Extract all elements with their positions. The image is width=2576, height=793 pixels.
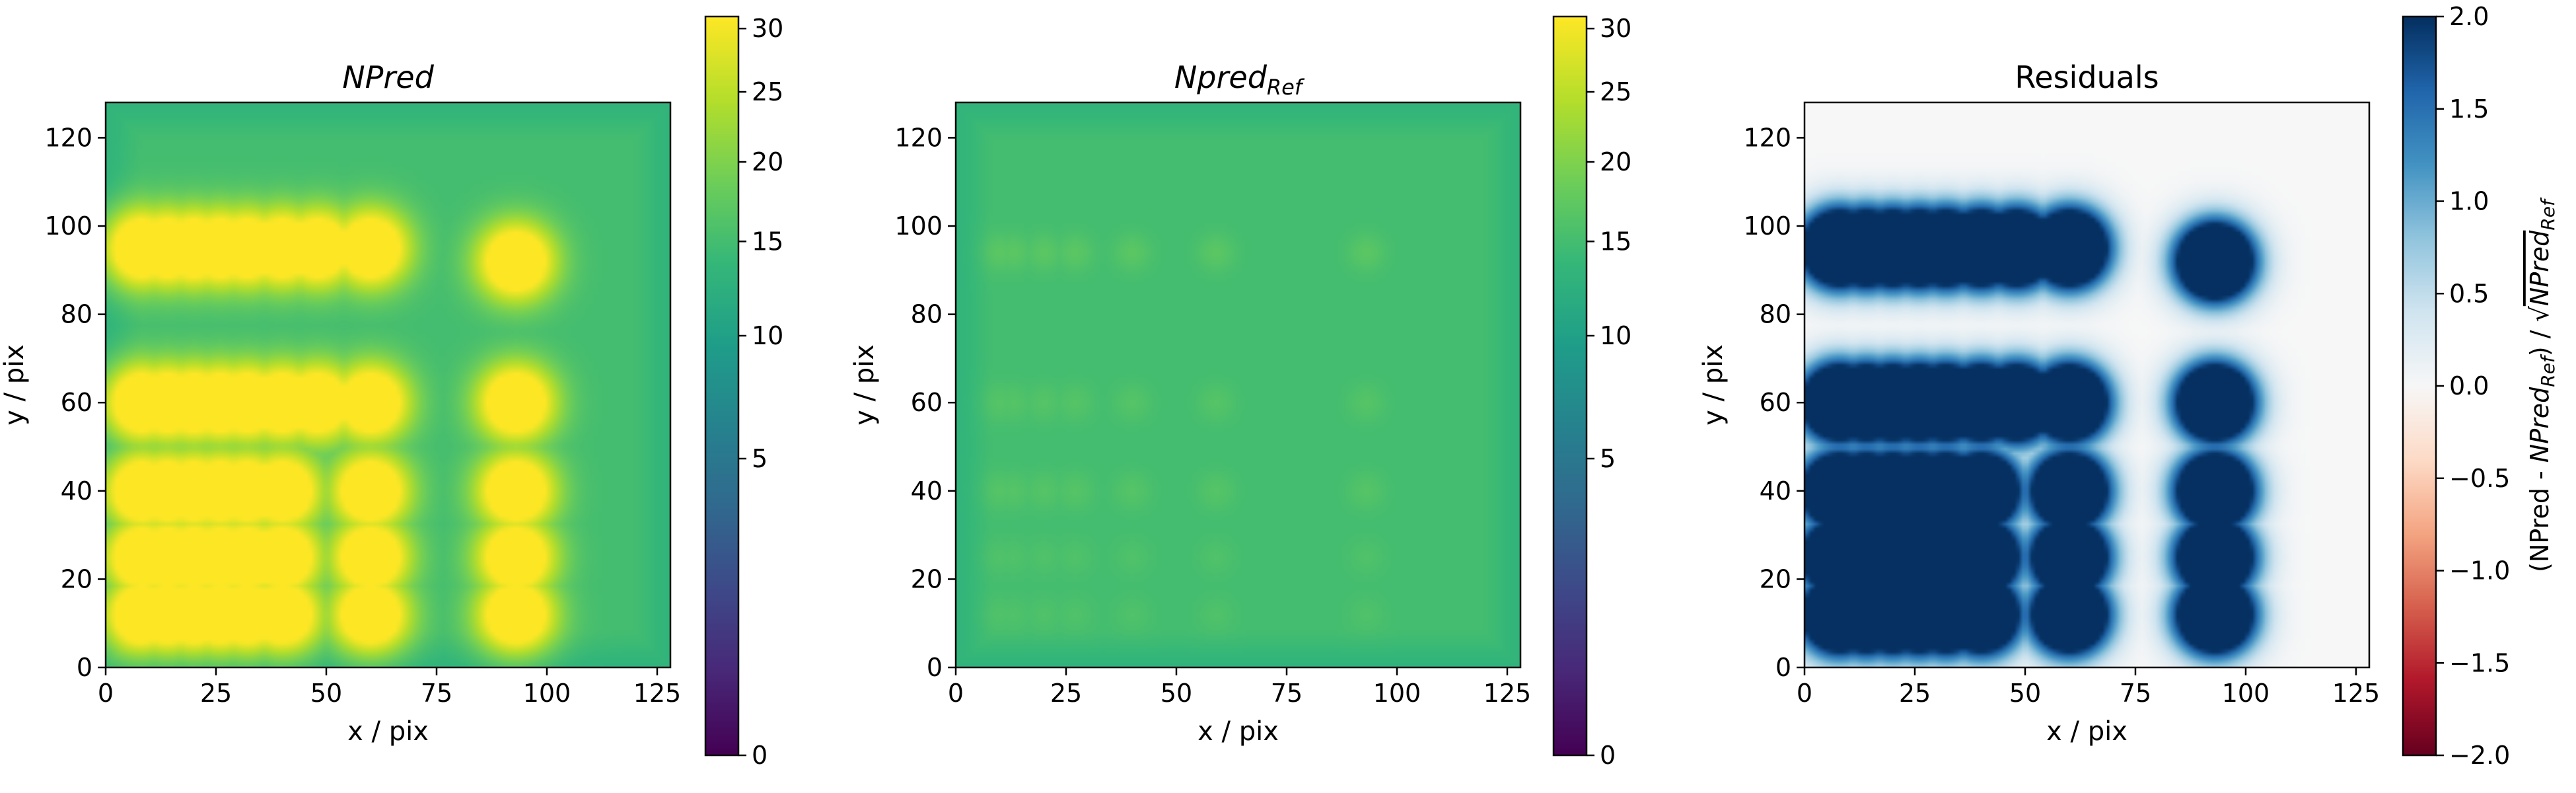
x-tick-label: 0 xyxy=(948,679,964,708)
x-axis-label: x / pix xyxy=(347,716,429,747)
x-tick-label: 100 xyxy=(1373,679,1421,708)
chart-title: Residuals xyxy=(2015,59,2159,95)
y-tick-label: 60 xyxy=(1760,388,1791,417)
x-axis-label: x / pix xyxy=(1198,716,1279,747)
y-tick-label: 120 xyxy=(894,123,943,152)
x-tick-label: 25 xyxy=(1899,679,1931,708)
x-tick-label: 100 xyxy=(523,679,571,708)
colorbar-tick-label: −2.0 xyxy=(2449,741,2510,770)
colorbar-tick-label: 25 xyxy=(1600,77,1631,106)
x-tick-label: 50 xyxy=(310,679,342,708)
y-tick-label: 20 xyxy=(61,564,92,593)
y-tick-label: 40 xyxy=(911,476,943,506)
x-tick-label: 25 xyxy=(1050,679,1082,708)
x-tick-label: 100 xyxy=(2222,679,2270,708)
colorbar-tick-label: 1.0 xyxy=(2449,187,2489,216)
colorbar-tick-label: 0.0 xyxy=(2449,371,2489,400)
colorbar-tick-label: 20 xyxy=(1600,147,1631,176)
x-tick-label: 0 xyxy=(98,679,114,708)
chart-title-subscript: Ref xyxy=(1267,75,1305,100)
y-tick-label: 40 xyxy=(1760,476,1791,506)
colorbar-tick-label: 0.5 xyxy=(2449,279,2489,308)
y-tick-label: 120 xyxy=(1743,123,1791,152)
heatmap-image-npred xyxy=(106,102,670,667)
x-axis-label: x / pix xyxy=(2046,716,2128,747)
y-tick-label: 60 xyxy=(911,388,943,417)
colorbar-tick-label: −1.0 xyxy=(2449,556,2510,585)
x-tick-label: 25 xyxy=(200,679,232,708)
x-tick-label: 50 xyxy=(2009,679,2041,708)
y-tick-label: 100 xyxy=(44,211,92,241)
chart-title: NpredRef xyxy=(1174,59,1305,100)
colorbar-tick-label: 10 xyxy=(1600,321,1631,350)
y-tick-label: 80 xyxy=(61,300,92,329)
y-axis-label: y / pix xyxy=(849,344,880,426)
x-tick-label: 125 xyxy=(633,679,682,708)
axes-frame-residuals xyxy=(1803,101,2371,669)
colorbar-gradient xyxy=(1554,17,1587,755)
colorbar-tick-label: 0 xyxy=(752,741,768,770)
y-tick-label: 80 xyxy=(911,300,943,329)
y-tick-label: 100 xyxy=(1743,211,1791,241)
y-tick-label: 20 xyxy=(1760,564,1791,593)
y-tick-label: 0 xyxy=(1775,653,1791,682)
colorbar-frame xyxy=(1552,15,1588,757)
colorbar-frame xyxy=(704,15,740,757)
colorbar-tick-label: 25 xyxy=(752,77,783,106)
colorbar-tick-label: 10 xyxy=(752,321,783,350)
colorbar-tick-label: 20 xyxy=(752,147,783,176)
colorbar-tick-label: 15 xyxy=(1600,227,1631,256)
colorbar-gradient xyxy=(2403,17,2436,755)
y-axis-label: y / pix xyxy=(0,344,30,426)
y-axis-label: y / pix xyxy=(1698,344,1729,426)
y-tick-label: 40 xyxy=(61,476,92,506)
x-tick-label: 125 xyxy=(2332,679,2380,708)
x-tick-label: 125 xyxy=(1484,679,1532,708)
y-tick-label: 0 xyxy=(927,653,943,682)
y-tick-label: 0 xyxy=(77,653,92,682)
colorbar-tick-label: 5 xyxy=(1600,444,1616,473)
colorbar-tick-label: −1.5 xyxy=(2449,648,2510,677)
colorbar-tick-label: 30 xyxy=(752,14,783,43)
y-tick-label: 120 xyxy=(44,123,92,152)
axes-frame-npredref xyxy=(954,101,1522,669)
y-tick-label: 60 xyxy=(61,388,92,417)
colorbar-tick-label: 2.0 xyxy=(2449,2,2489,31)
colorbar-tick-label: −0.5 xyxy=(2449,464,2510,493)
y-tick-label: 100 xyxy=(894,211,943,241)
x-tick-label: 75 xyxy=(421,679,452,708)
chart-title: NPred xyxy=(342,59,434,95)
x-tick-label: 75 xyxy=(2120,679,2151,708)
x-tick-label: 50 xyxy=(1161,679,1192,708)
axes-frame-npred xyxy=(104,101,672,669)
colorbar-gradient xyxy=(705,17,738,755)
y-tick-label: 80 xyxy=(1760,300,1791,329)
x-tick-label: 75 xyxy=(1271,679,1303,708)
x-tick-label: 0 xyxy=(1797,679,1812,708)
y-tick-label: 20 xyxy=(911,564,943,593)
colorbar-tick-label: 1.5 xyxy=(2449,94,2489,124)
colorbar-label: (NPred - NPredRef) / √NPredRef xyxy=(2525,197,2559,572)
colorbar-tick-label: 15 xyxy=(752,227,783,256)
colorbar-tick-label: 5 xyxy=(752,444,768,473)
colorbar-tick-label: 0 xyxy=(1600,741,1616,770)
colorbar-tick-label: 30 xyxy=(1600,14,1631,43)
heatmap-image-npredref xyxy=(956,102,1521,667)
heatmap-image-residuals xyxy=(1805,102,2369,667)
